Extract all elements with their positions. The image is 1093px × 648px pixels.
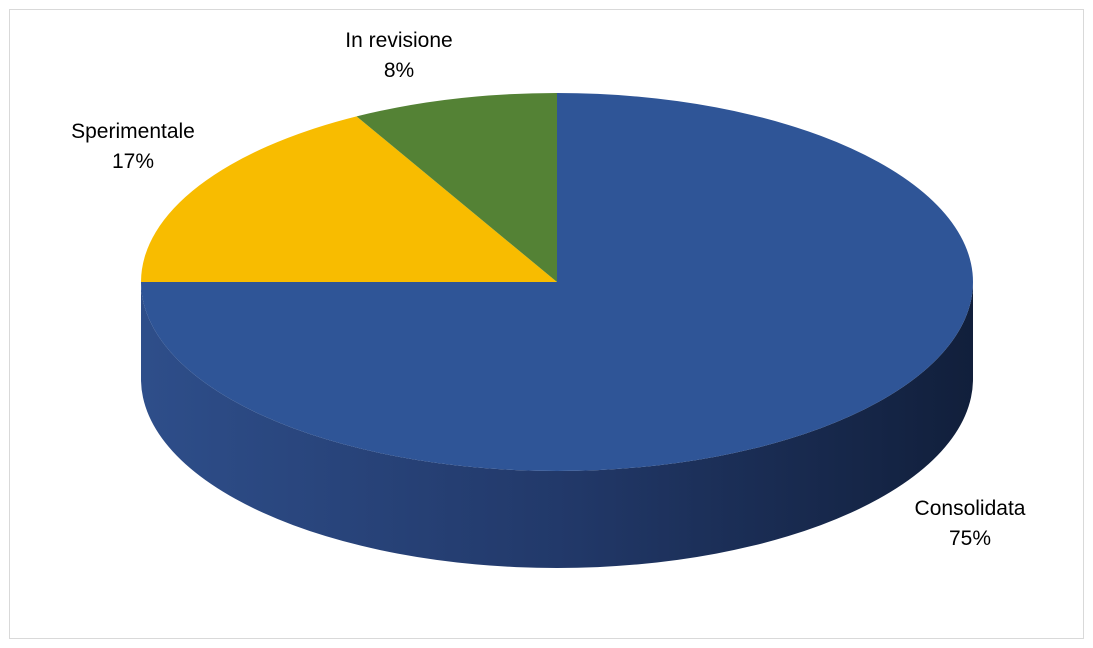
data-label-in-revisione-percent: 8% — [384, 59, 414, 82]
pie-depth-layer — [141, 282, 973, 568]
pie-chart: Consolidata 75% Sperimentale 17% In revision… — [71, 29, 1026, 568]
data-labels: Consolidata 75% Sperimentale 17% In revision… — [71, 29, 1026, 550]
data-label-sperimentale-percent: 17% — [112, 150, 154, 173]
pie-slice-sperimentale — [141, 116, 557, 282]
pie-side-consolidata — [141, 282, 973, 568]
chart-area: Consolidata 75% Sperimentale 17% In revision… — [9, 9, 1084, 639]
pie-top-layer — [141, 93, 973, 471]
pie-slice-in-revisione — [356, 93, 557, 282]
data-label-sperimentale-name: Sperimentale — [71, 120, 195, 143]
data-label-consolidata-percent: 75% — [949, 527, 991, 550]
data-label-consolidata-name: Consolidata — [915, 497, 1026, 520]
data-label-in-revisione-name: In revisione — [345, 29, 452, 52]
